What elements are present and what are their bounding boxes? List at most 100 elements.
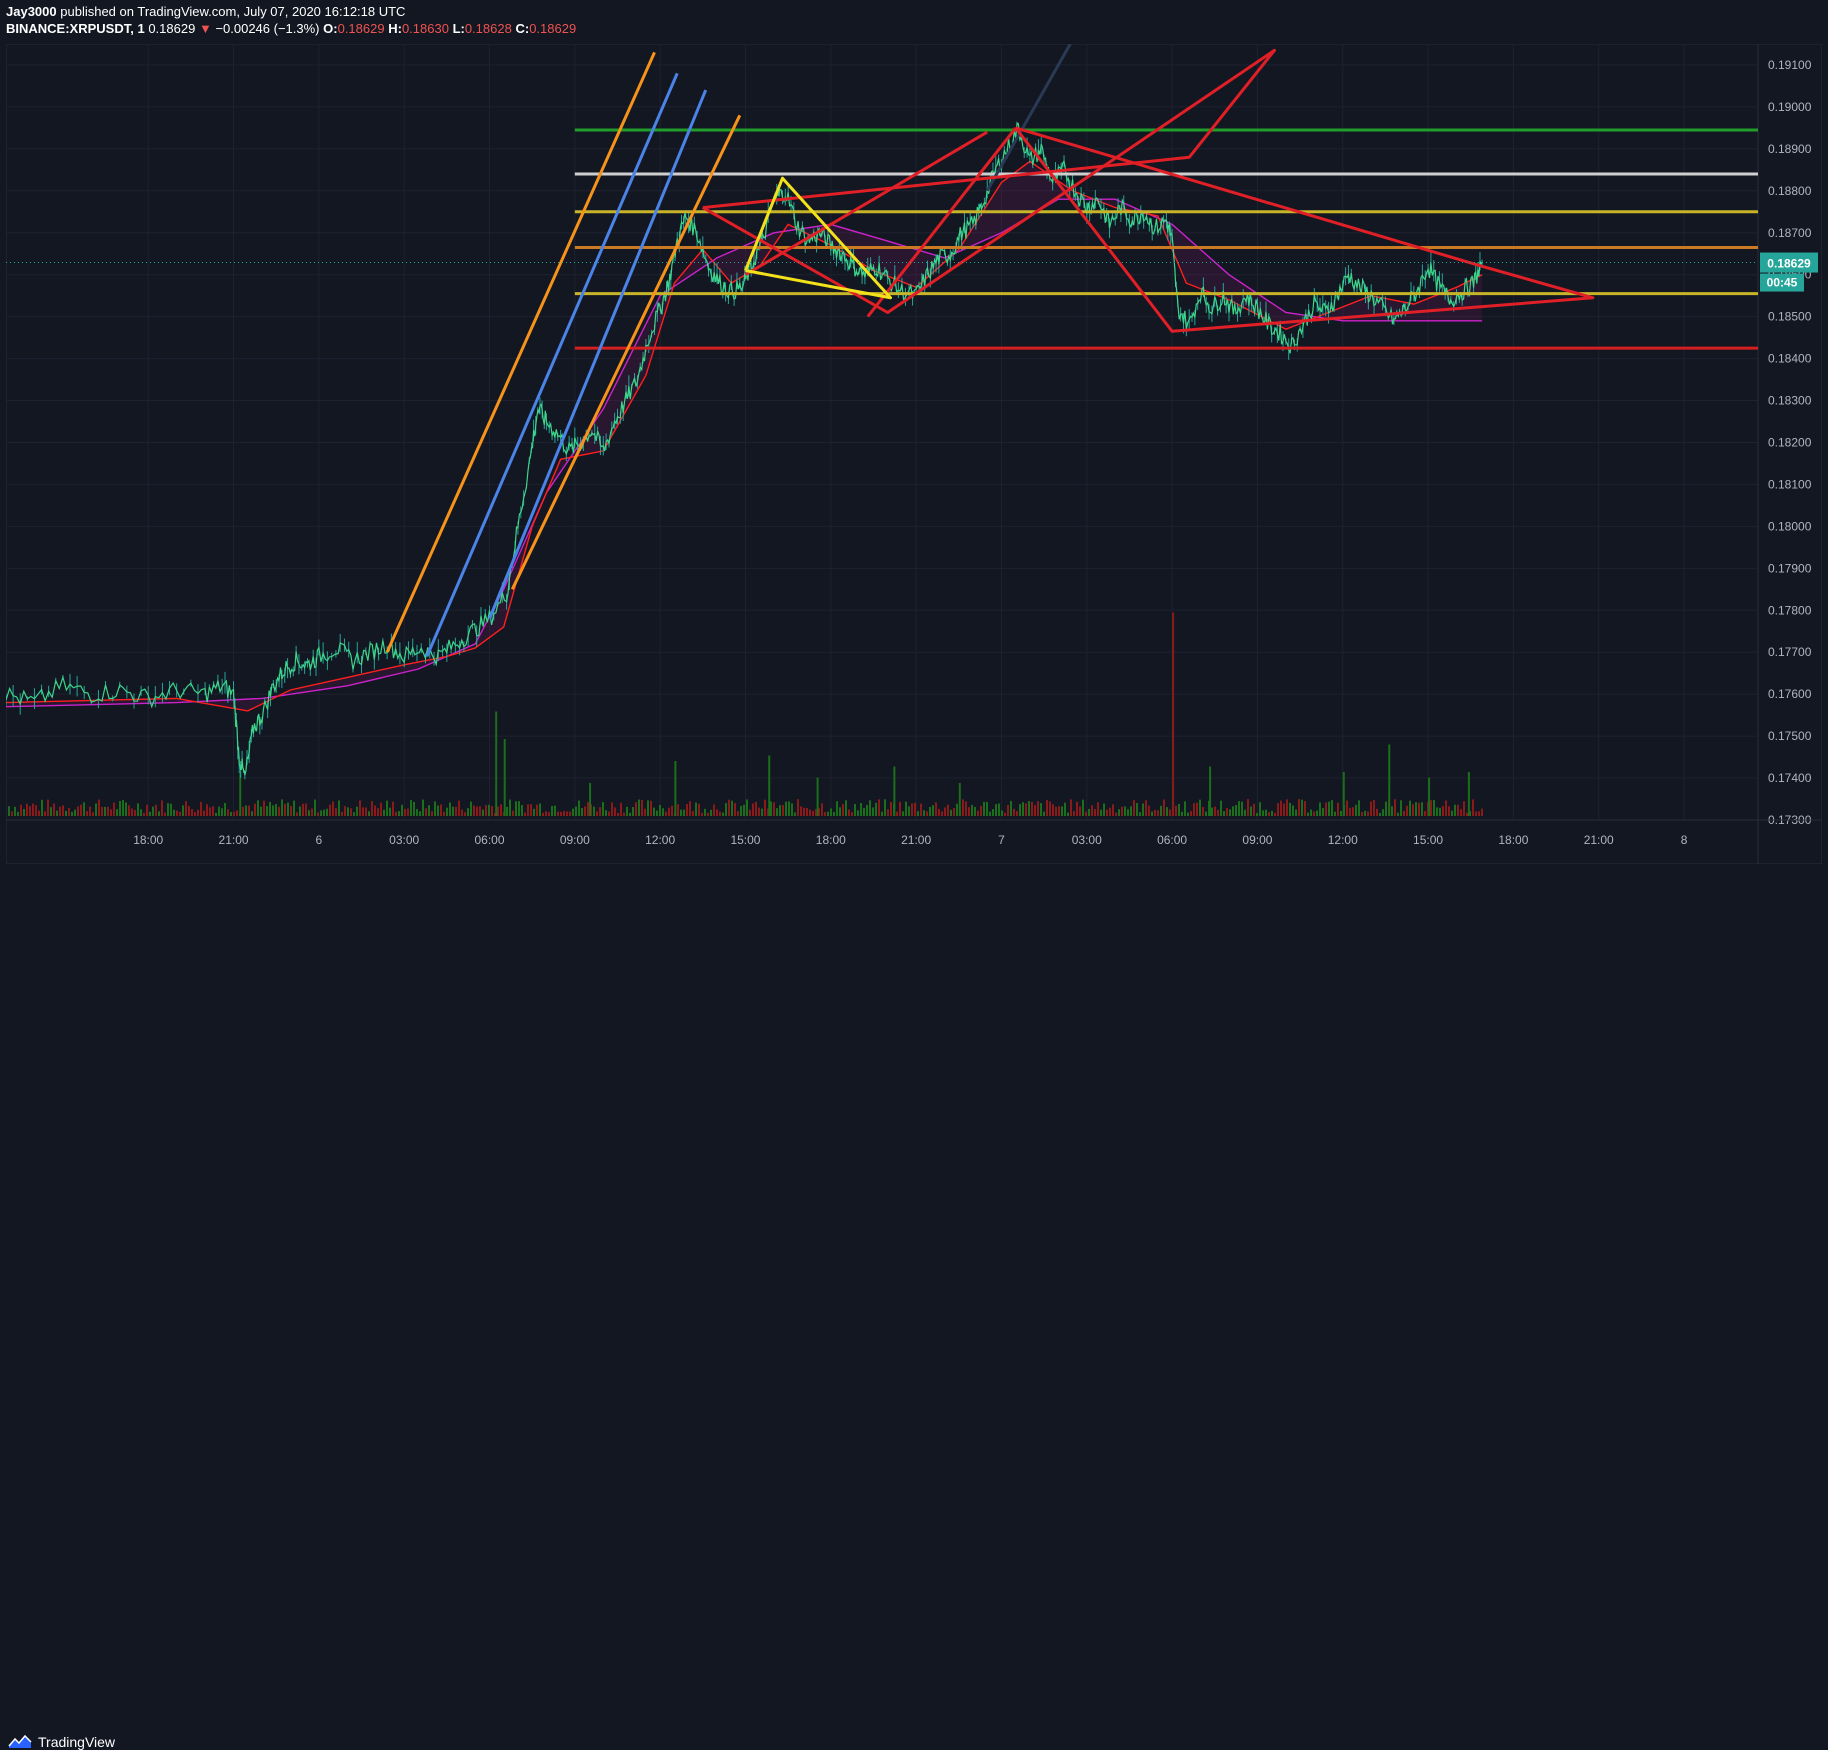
volume-bar [887, 809, 889, 816]
trendline-drawing[interactable] [985, 39, 1074, 192]
volume-bar [761, 808, 763, 816]
volume-bar [1169, 809, 1171, 816]
volume-bar [194, 812, 196, 816]
volume-bar [866, 804, 868, 816]
volume-bar [1472, 799, 1474, 816]
volume-bar [1283, 803, 1285, 816]
volume-bar [746, 799, 748, 816]
trendline-drawing[interactable] [510, 114, 742, 590]
volume-bar [1451, 810, 1453, 816]
close-label: C: [515, 21, 530, 36]
chart-frame [5, 43, 1823, 865]
volume-bar [965, 801, 967, 816]
volume-bar [884, 799, 886, 816]
volume-bar [230, 811, 232, 816]
volume-bar [593, 806, 595, 816]
volume-bar [104, 806, 106, 816]
volume-bar [725, 803, 727, 816]
volume-bar [1115, 812, 1117, 816]
volume-bar [473, 805, 475, 816]
volume-bar [773, 802, 775, 816]
volume-bar [1079, 806, 1081, 816]
volume-bar [1436, 807, 1438, 816]
author-name[interactable]: Jay3000 [6, 4, 57, 19]
volume-bar [803, 807, 805, 816]
trendline-drawing[interactable] [744, 176, 892, 300]
trendline-drawing[interactable] [385, 51, 656, 653]
trendline-drawing[interactable] [702, 48, 1276, 314]
volume-bar [1379, 812, 1381, 816]
trendline-drawing[interactable] [744, 130, 988, 276]
volume-bar [455, 806, 457, 816]
volume-bar [1310, 809, 1312, 816]
trendline-drawing[interactable] [1014, 126, 1595, 333]
volume-bar [305, 803, 307, 816]
volume-bar [1142, 803, 1144, 816]
trendline-drawing[interactable] [425, 72, 679, 657]
volume-bar [587, 802, 589, 816]
volume-bar [1385, 801, 1387, 816]
volume-bar [977, 810, 979, 816]
volume-bar [1316, 810, 1318, 816]
volume-bar [1268, 812, 1270, 816]
volume-bar [233, 811, 235, 816]
volume-bar [1289, 802, 1291, 816]
volume-bar [1058, 806, 1060, 816]
volume-bar [1112, 804, 1114, 816]
volume-bar [164, 812, 166, 816]
volume-bar [896, 811, 898, 816]
publish-info: Jay3000 published on TradingView.com, Ju… [6, 4, 405, 19]
volume-bar [1439, 807, 1441, 816]
volume-bar [53, 803, 55, 816]
x-tick-label: 09:00 [1242, 833, 1272, 847]
volume-bar [1085, 811, 1087, 816]
x-tick-label: 12:00 [645, 833, 675, 847]
trendline-drawing[interactable] [866, 126, 1017, 318]
volume-bar [29, 806, 31, 816]
chart-area[interactable]: 0.19100 0.19000 0.18900 0.18800 0.18700 0.186… [5, 39, 1823, 865]
volume-bar [764, 799, 766, 816]
volume-bar [1352, 807, 1354, 816]
volume-bar [23, 809, 25, 816]
volume-bar [998, 803, 1000, 816]
y-tick-label: 0.19100 [1768, 58, 1812, 72]
volume-bar [335, 808, 337, 816]
volume-bar [209, 807, 211, 816]
volume-bar [158, 811, 160, 816]
trendline-drawing[interactable] [488, 89, 708, 620]
volume-bar [923, 810, 925, 816]
volume-bar [1166, 807, 1168, 816]
volume-bar [308, 810, 310, 816]
volume-bar [599, 807, 601, 816]
symbol-name: BINANCE:XRPUSDT, 1 [6, 21, 145, 36]
price-chart[interactable]: 0.19100 0.19000 0.18900 0.18800 0.18700 0.186… [5, 39, 1823, 865]
volume-bar-spike [1388, 744, 1391, 816]
volume-bar [98, 799, 100, 816]
volume-bar [788, 801, 790, 816]
volume-bar [1076, 801, 1078, 816]
volume-bar [368, 811, 370, 816]
volume-bar [1229, 809, 1231, 816]
volume-bar [446, 807, 448, 816]
volume-bar [1340, 810, 1342, 816]
volume-bar [734, 803, 736, 816]
volume-bar [1070, 799, 1072, 816]
volume-bar [1193, 803, 1195, 816]
volume-bar [872, 807, 874, 816]
volume-bar [260, 806, 262, 816]
volume-bar [299, 806, 301, 816]
volume-bar [437, 805, 439, 816]
volume-bar [851, 812, 853, 816]
volume-bar [860, 803, 862, 816]
volume-bar [1355, 804, 1357, 816]
volume-bar [140, 809, 142, 816]
x-tick-label: 21:00 [901, 833, 931, 847]
tradingview-brand[interactable]: TradingView [8, 1734, 115, 1750]
volume-bar [1457, 804, 1459, 816]
volume-bar [302, 803, 304, 816]
volume-bar [1295, 809, 1297, 816]
volume-bar [722, 812, 724, 816]
volume-bar [281, 799, 283, 816]
x-tick-label: 21:00 [219, 833, 249, 847]
volume-bar [422, 799, 424, 816]
